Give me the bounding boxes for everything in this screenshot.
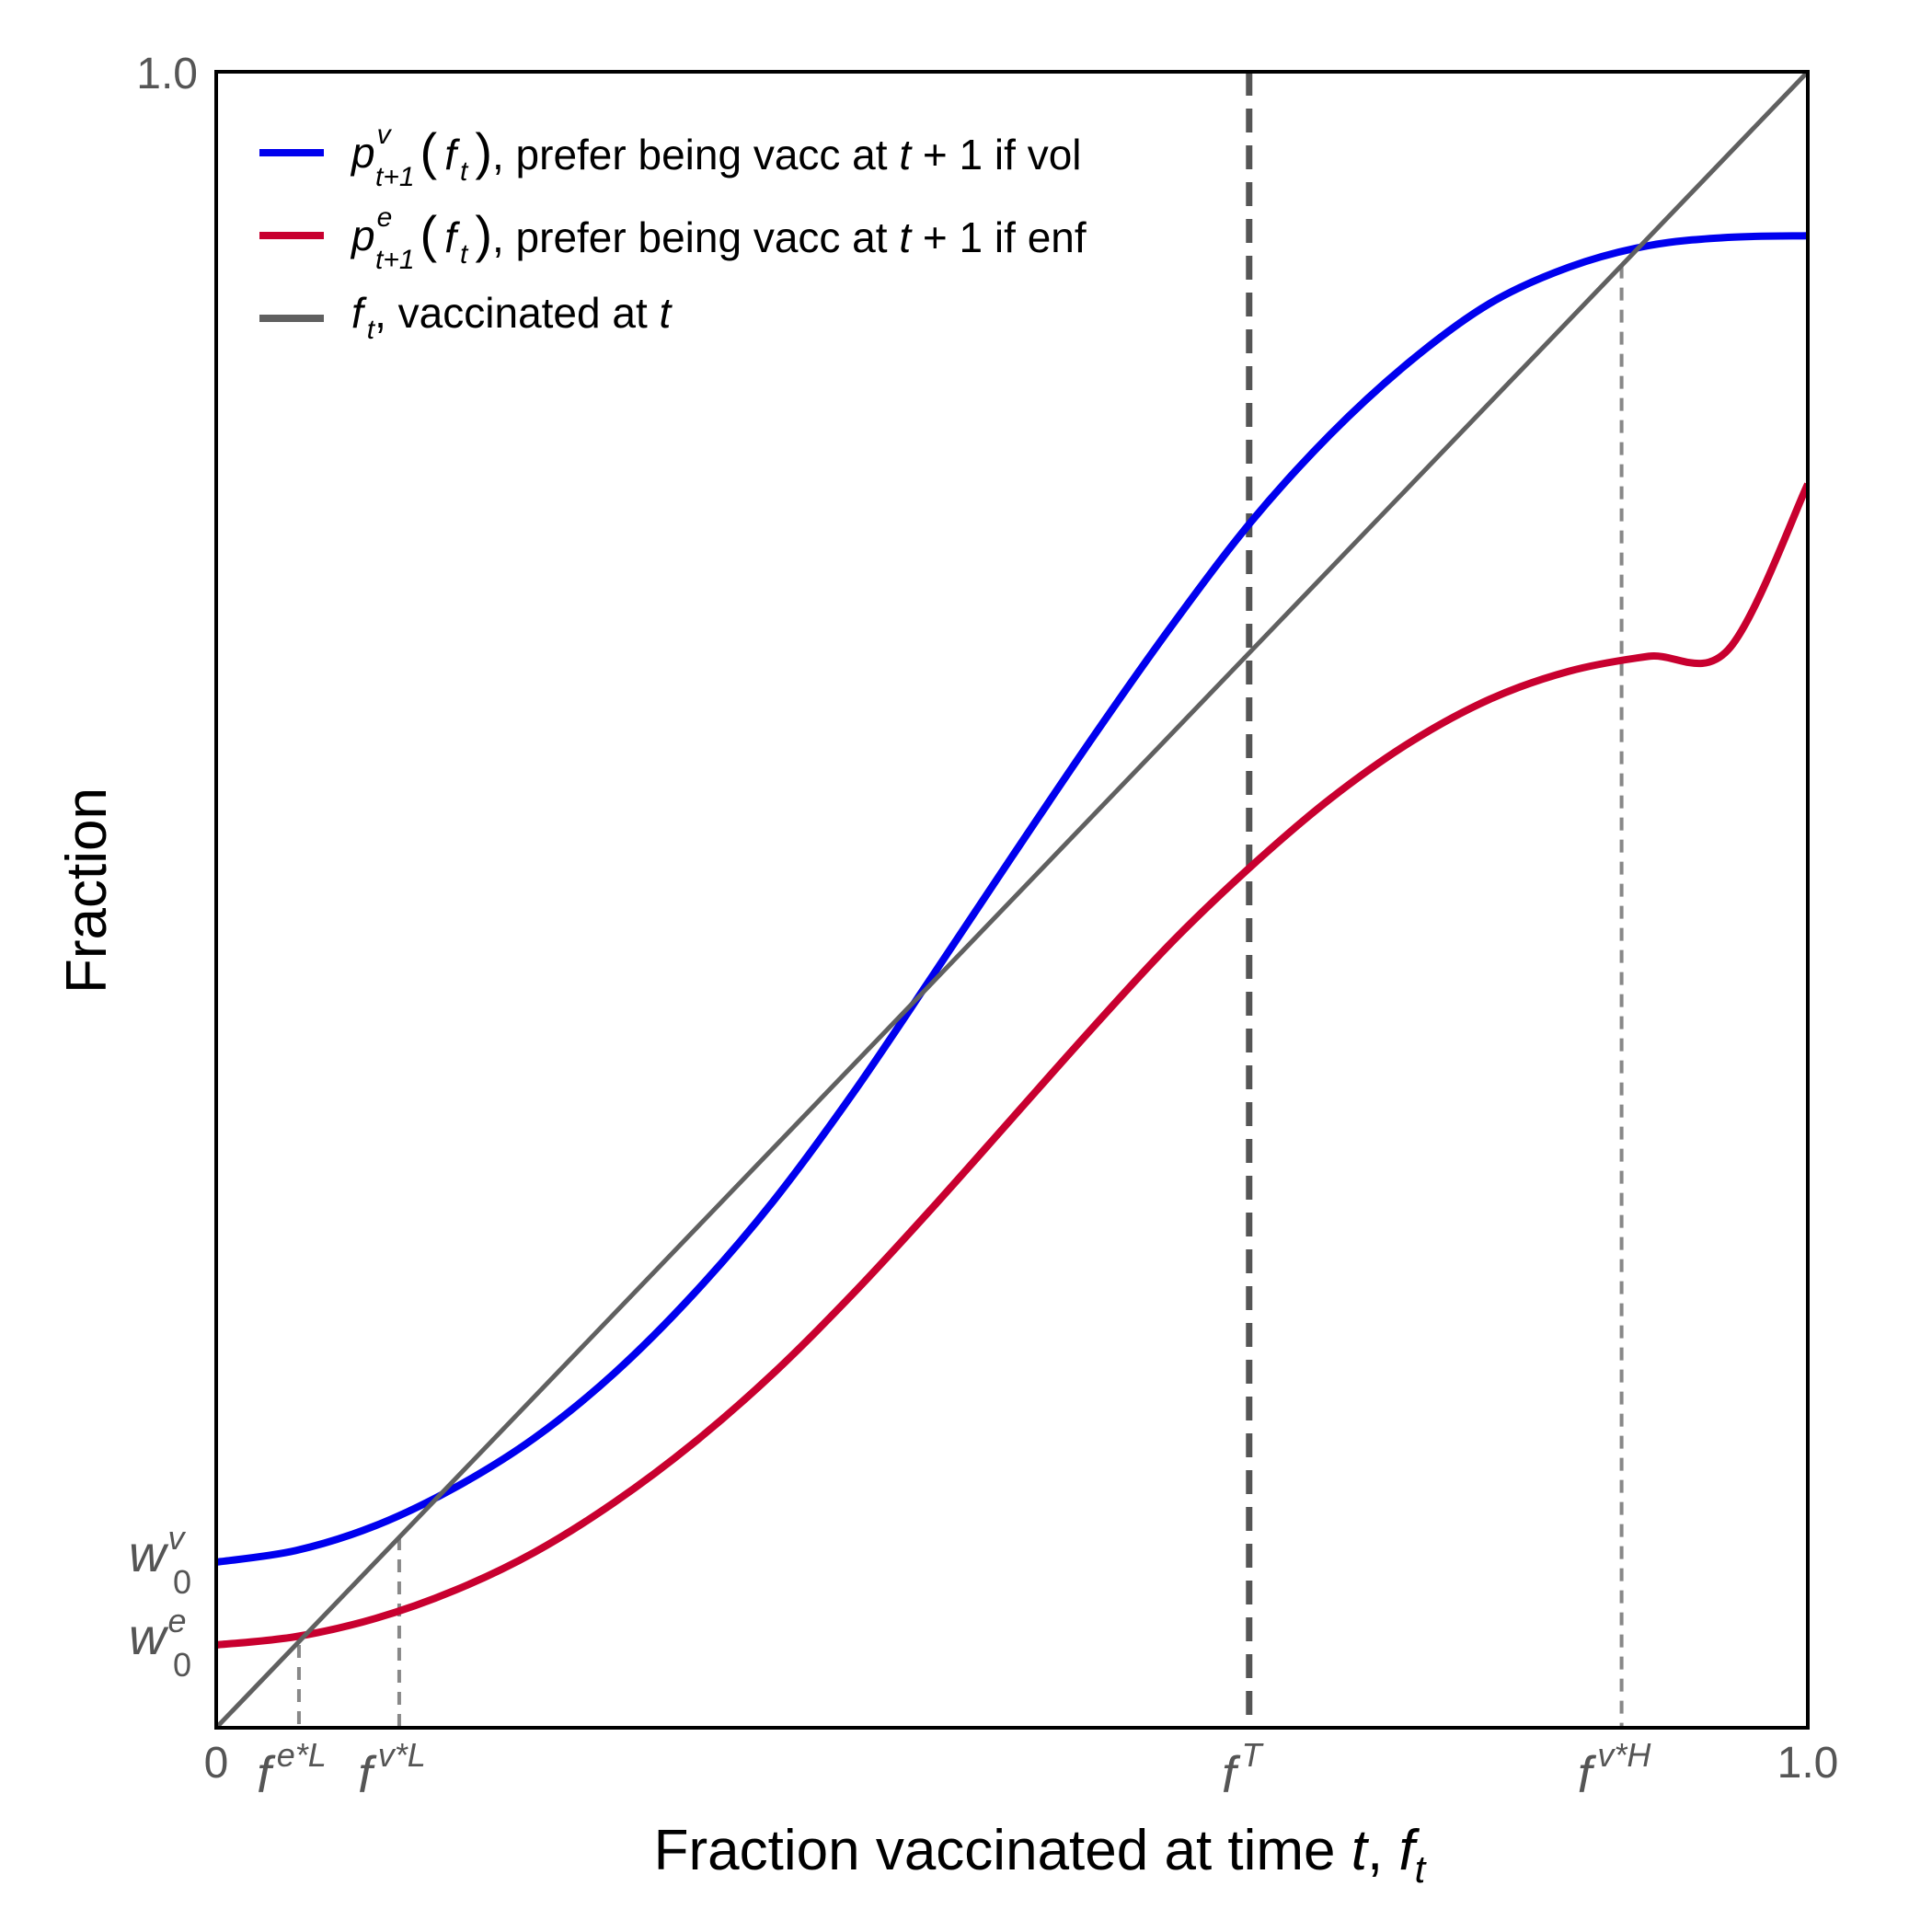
legend-label-enf: pe t+1(f t), prefer being vacc at t + 1 if…	[350, 202, 1087, 275]
series-line-enf	[216, 482, 1808, 1649]
x-tick-max: 1.0	[1777, 1739, 1839, 1788]
series-line-vol	[216, 232, 1808, 1566]
legend: pv t+1(f t), prefer being vacc at t + 1 if…	[259, 120, 1087, 345]
y-axis-title: Fraction	[55, 788, 119, 994]
legend-label-vol: pv t+1(f t), prefer being vacc at t + 1 if…	[350, 120, 1082, 192]
plot-frame	[214, 70, 1810, 1730]
ylabel-w0e: we 0	[129, 1602, 191, 1684]
plot-area: f e*L f v*L f T f v*H wv 0we 0	[129, 70, 1810, 1803]
x-axis-title: Fraction vaccinated at time t, ft	[654, 1819, 1428, 1891]
y-tick-max: 1.0	[136, 50, 198, 98]
ylabel-w0v: wv 0	[129, 1519, 191, 1601]
xlabel-fvH: f v*H	[1578, 1736, 1652, 1803]
xlabel-feL: f e*L	[257, 1736, 327, 1803]
legend-label-diag: f t, vaccinated at t	[351, 289, 673, 345]
series-line-diag	[216, 72, 1808, 1728]
x-tick-min: 0	[204, 1739, 229, 1788]
xlabel-fvL: f v*L	[358, 1736, 426, 1803]
